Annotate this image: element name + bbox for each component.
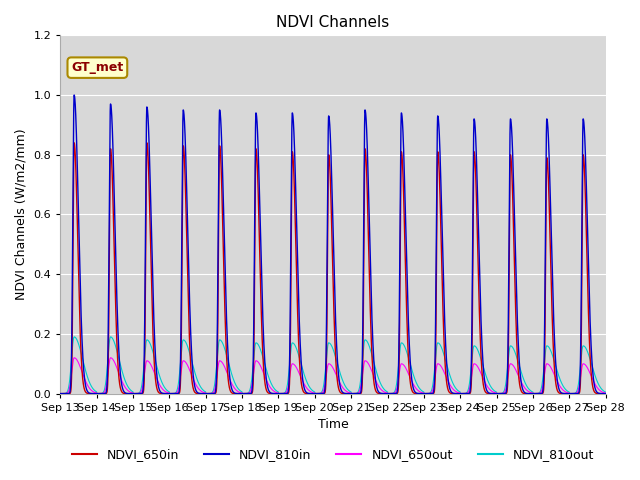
NDVI_810out	[600, 388, 607, 394]
Text: GT_met: GT_met	[71, 61, 124, 74]
NDVI_810in	[486, 390, 493, 396]
NDVI_650in	[56, 391, 64, 396]
NDVI_650in	[173, 391, 181, 396]
X-axis label: Time: Time	[317, 418, 348, 431]
NDVI_650out	[168, 391, 175, 396]
NDVI_650out	[602, 390, 609, 396]
NDVI_810out	[486, 382, 493, 388]
Line: NDVI_810in: NDVI_810in	[60, 95, 605, 394]
NDVI_650out	[56, 391, 64, 396]
NDVI_810out	[168, 391, 175, 396]
NDVI_810in	[408, 380, 416, 385]
Title: NDVI Channels: NDVI Channels	[276, 15, 390, 30]
NDVI_810out	[456, 391, 464, 396]
NDVI_650in	[600, 391, 607, 396]
NDVI_650in	[529, 391, 537, 396]
NDVI_810in	[260, 354, 268, 360]
NDVI_810out	[408, 368, 416, 374]
NDVI_810out	[260, 360, 268, 366]
NDVI_810in	[602, 391, 609, 396]
NDVI_810out	[602, 389, 609, 395]
Line: NDVI_650in: NDVI_650in	[60, 143, 605, 394]
Line: NDVI_650out: NDVI_650out	[60, 358, 605, 394]
NDVI_650in	[260, 376, 268, 382]
NDVI_650in	[70, 140, 78, 146]
NDVI_650out	[600, 390, 607, 396]
NDVI_650in	[602, 391, 609, 396]
Legend: NDVI_650in, NDVI_810in, NDVI_650out, NDVI_810out: NDVI_650in, NDVI_810in, NDVI_650out, NDV…	[67, 443, 599, 466]
NDVI_650out	[486, 386, 493, 392]
NDVI_810in	[600, 391, 607, 396]
Y-axis label: NDVI Channels (W/m2/mm): NDVI Channels (W/m2/mm)	[15, 129, 28, 300]
NDVI_810in	[168, 391, 175, 396]
NDVI_650out	[384, 391, 392, 396]
Line: NDVI_810out: NDVI_810out	[60, 337, 605, 394]
NDVI_650in	[168, 391, 175, 396]
NDVI_650out	[408, 379, 416, 385]
NDVI_810in	[56, 391, 64, 396]
NDVI_650in	[408, 388, 416, 394]
NDVI_810in	[70, 92, 78, 98]
NDVI_650out	[70, 355, 78, 360]
NDVI_810out	[56, 391, 64, 396]
NDVI_810out	[173, 387, 181, 393]
NDVI_650out	[260, 372, 268, 378]
NDVI_810in	[456, 391, 464, 396]
NDVI_650out	[173, 389, 181, 395]
NDVI_810out	[70, 334, 78, 340]
NDVI_810in	[173, 391, 181, 396]
NDVI_650in	[486, 391, 493, 396]
